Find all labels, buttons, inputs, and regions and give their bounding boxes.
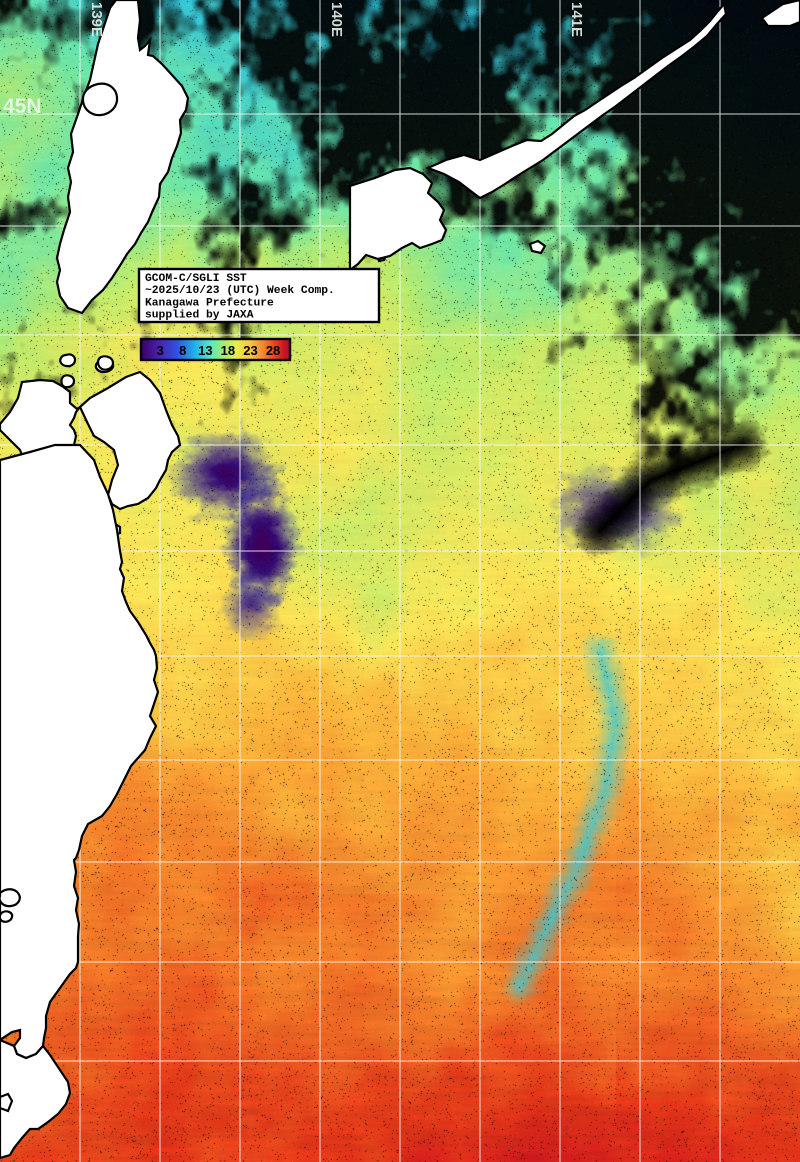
svg-text:GCOM-C/SGLI SST: GCOM-C/SGLI SST bbox=[145, 273, 247, 285]
svg-text:supplied by JAXA: supplied by JAXA bbox=[145, 310, 254, 322]
svg-text:23: 23 bbox=[243, 343, 257, 358]
svg-text:Kanagawa Prefecture: Kanagawa Prefecture bbox=[145, 297, 274, 309]
svg-text:8: 8 bbox=[179, 343, 186, 358]
svg-text:18: 18 bbox=[221, 343, 235, 358]
svg-text:139E: 139E bbox=[88, 2, 105, 37]
svg-text:3: 3 bbox=[157, 343, 164, 358]
svg-text:140E: 140E bbox=[328, 2, 345, 37]
svg-text:141E: 141E bbox=[568, 2, 585, 37]
svg-text:13: 13 bbox=[198, 343, 212, 358]
svg-text:28: 28 bbox=[266, 343, 280, 358]
svg-text:45N: 45N bbox=[3, 95, 42, 118]
svg-text:~2025/10/23 (UTC) Week Comp.: ~2025/10/23 (UTC) Week Comp. bbox=[145, 285, 335, 297]
